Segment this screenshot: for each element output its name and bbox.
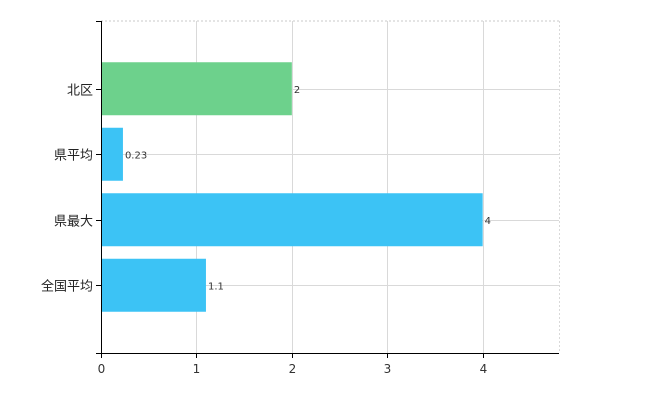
x-tick-label-2: 2 <box>289 362 297 376</box>
y-tick-label-2: 県最大 <box>54 215 93 230</box>
bar-1 <box>101 127 123 181</box>
bars <box>101 62 483 312</box>
bar-2 <box>101 193 483 247</box>
y-tick-label-1: 県平均 <box>54 149 93 164</box>
x-tick-label-4: 4 <box>480 362 488 376</box>
bar-3 <box>101 258 206 312</box>
bar-0 <box>101 62 292 116</box>
x-tick-label-1: 1 <box>193 362 201 376</box>
x-tick-label-3: 3 <box>384 362 392 376</box>
data-label-1: 0.23 <box>125 150 147 161</box>
y-tick-label-3: 全国平均 <box>41 279 93 295</box>
y-tick-label-0: 北区 <box>67 84 93 99</box>
x-tick-label-0: 0 <box>98 362 106 376</box>
data-label-0: 2 <box>294 85 300 96</box>
axes <box>96 21 559 358</box>
data-label-3: 1.1 <box>208 281 224 292</box>
data-label-2: 4 <box>485 216 491 227</box>
